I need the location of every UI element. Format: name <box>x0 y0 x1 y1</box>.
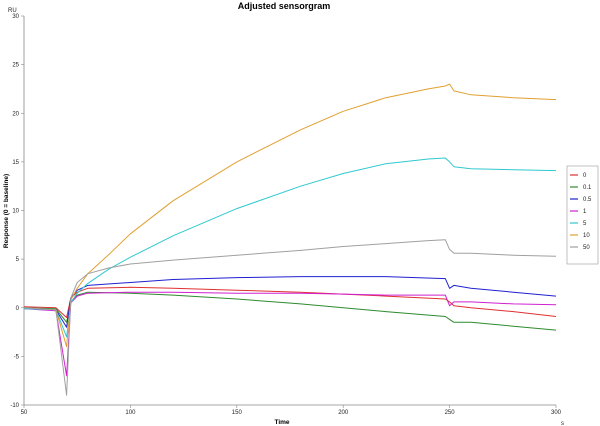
y-tick-label: 25 <box>12 63 19 69</box>
legend-label-10: 10 <box>583 233 590 239</box>
series-line-50 <box>23 239 557 396</box>
y-tick-label: 0 <box>16 306 20 312</box>
y-tick-label: 20 <box>12 111 19 117</box>
plot-area <box>23 83 557 396</box>
x-tick-label: 200 <box>338 410 349 416</box>
legend-label-5: 5 <box>583 221 587 227</box>
legend-label-0.5: 0.5 <box>583 197 592 203</box>
y-tick-label: 30 <box>12 14 19 20</box>
series-line-10 <box>23 83 557 348</box>
chart-title: Adjusted sensorgram <box>238 1 331 11</box>
legend-box <box>566 165 599 265</box>
y-tick-label: -10 <box>10 403 19 409</box>
x-unit-label: s <box>561 421 564 426</box>
y-tick-label: -5 <box>14 354 20 360</box>
x-tick-label: 100 <box>125 410 136 416</box>
legend-label-50: 50 <box>583 245 590 251</box>
legend-label-0: 0 <box>583 173 587 179</box>
axes: -10 -5 0 5 10 15 20 25 30 50 100 150 200 250 300 <box>10 14 561 416</box>
y-tick-label: 5 <box>16 257 20 263</box>
series-line-1 <box>23 291 557 377</box>
x-tick-label: 250 <box>445 410 456 416</box>
series-line-5 <box>23 157 557 338</box>
x-axis-label: Time <box>274 419 289 426</box>
legend-label-0.1: 0.1 <box>583 185 592 191</box>
x-tick-label: 50 <box>21 410 28 416</box>
series-line-0.1 <box>23 291 557 331</box>
y-axis-label: Response (0 = baseline) <box>3 174 10 248</box>
legend-label-1: 1 <box>583 209 587 215</box>
y-unit-label: RU <box>8 8 17 14</box>
legend: 0 0.1 0.5 1 5 10 50 <box>566 165 599 265</box>
x-tick-label: 300 <box>551 410 562 416</box>
x-tick-label: 150 <box>232 410 243 416</box>
y-tick-label: 15 <box>12 160 19 166</box>
y-tick-label: 10 <box>12 209 19 215</box>
